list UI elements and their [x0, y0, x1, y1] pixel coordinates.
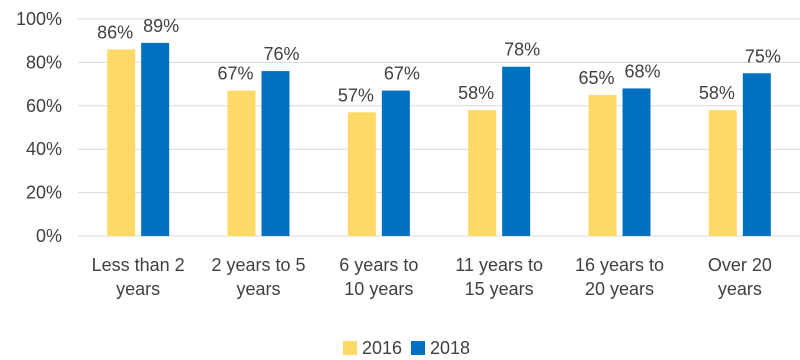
legend: 2016 2018 — [343, 338, 470, 358]
data-label-2018: 76% — [263, 44, 299, 64]
y-tick-label: 20% — [26, 183, 62, 203]
bar-2018 — [261, 71, 290, 236]
legend-swatch-2016 — [343, 341, 357, 355]
gridlines — [78, 18, 800, 237]
x-category-label: 16 years to 20 years — [575, 255, 664, 299]
data-label-2018: 78% — [504, 40, 540, 60]
data-label-2016: 57% — [338, 85, 374, 105]
x-axis-labels: Less than 2 years 2 years to 5 years 6 years… — [92, 255, 772, 299]
bar-2018 — [502, 66, 531, 237]
x-category-label: Over 20 years — [708, 255, 772, 299]
data-label-2016: 86% — [97, 22, 133, 42]
data-label-2018: 75% — [745, 46, 781, 66]
bar-2018 — [381, 90, 410, 236]
bars — [107, 42, 771, 237]
data-label-2018: 67% — [384, 64, 420, 84]
data-label-2016: 67% — [217, 64, 253, 84]
legend-label: 2018 — [430, 338, 470, 358]
data-label-2018: 89% — [143, 16, 179, 36]
data-label-2016: 58% — [458, 83, 494, 103]
bar-2016 — [468, 110, 497, 236]
data-label-2016: 65% — [578, 68, 614, 88]
bar-2016 — [347, 112, 376, 236]
y-axis-ticks: 0% 20% 40% 60% 80% 100% — [16, 9, 62, 246]
bar-2018 — [742, 73, 771, 236]
y-tick-label: 0% — [36, 226, 62, 246]
bar-2016 — [227, 90, 256, 236]
y-tick-label: 80% — [26, 52, 62, 72]
bar-2016 — [107, 49, 136, 236]
x-category-label: 2 years to 5 years — [211, 255, 305, 299]
legend-swatch-2018 — [411, 341, 425, 355]
y-tick-label: 60% — [26, 96, 62, 116]
bar-2018 — [622, 88, 651, 236]
bar-2018 — [141, 42, 170, 237]
x-category-label: Less than 2 years — [92, 255, 185, 299]
data-label-2018: 68% — [624, 61, 660, 81]
y-tick-label: 40% — [26, 139, 62, 159]
bar-2016 — [588, 94, 617, 236]
data-labels: 86% 89% 67% 76% 57% 67% 58% 78% 65% 68% 58% 75% — [97, 16, 781, 105]
x-category-label: 6 years to 10 years — [339, 255, 418, 299]
bar-2016 — [708, 110, 737, 236]
y-tick-label: 100% — [16, 9, 62, 29]
x-category-label: 11 years to 15 years — [455, 255, 543, 299]
legend-label: 2016 — [362, 338, 402, 358]
data-label-2016: 58% — [699, 83, 735, 103]
